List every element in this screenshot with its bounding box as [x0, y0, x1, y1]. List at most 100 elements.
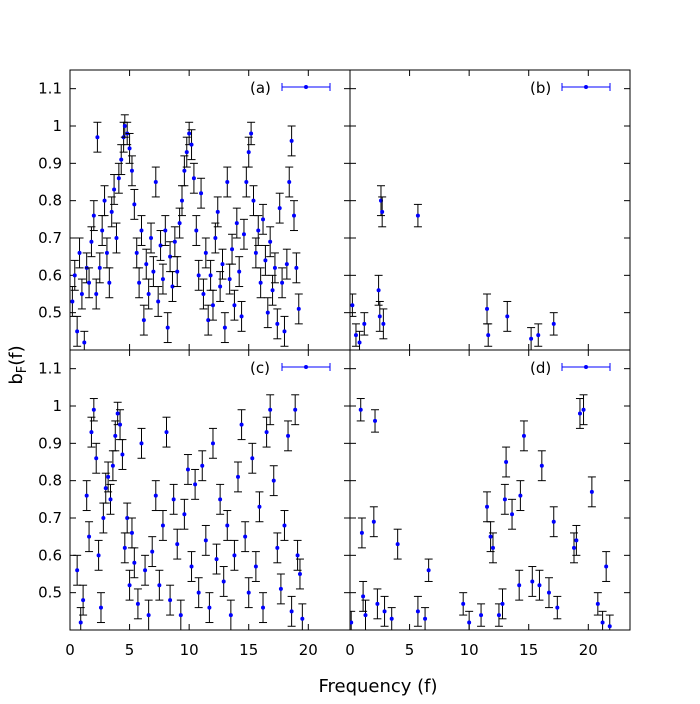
- data-point: [189, 142, 194, 147]
- data-point: [517, 583, 522, 588]
- panel-label-d: (d): [530, 359, 551, 377]
- data-point: [75, 329, 80, 334]
- panel-frame-c: [69, 349, 351, 631]
- data-point: [264, 430, 269, 435]
- data-point: [196, 590, 201, 595]
- data-point: [293, 407, 298, 412]
- data-point: [505, 314, 510, 319]
- data-point: [486, 333, 491, 338]
- y-axis-label: bF(f): [6, 345, 30, 384]
- data-point: [529, 336, 534, 341]
- data-point: [239, 422, 244, 427]
- data-point: [261, 605, 266, 610]
- panel-frame-b: [349, 69, 631, 351]
- series-b: [350, 185, 558, 350]
- data-point: [143, 568, 148, 573]
- data-point: [182, 168, 187, 173]
- data-point: [551, 321, 556, 326]
- data-point: [250, 456, 255, 461]
- data-point: [574, 538, 579, 543]
- data-point: [246, 150, 251, 155]
- data-point: [87, 280, 92, 285]
- data-point: [551, 519, 556, 524]
- data-point: [210, 303, 215, 308]
- data-point: [171, 497, 176, 502]
- data-point: [127, 583, 132, 588]
- data-point: [122, 545, 127, 550]
- data-point: [536, 333, 541, 338]
- data-point: [184, 150, 189, 155]
- data-point: [479, 613, 484, 618]
- data-point: [257, 504, 262, 509]
- data-point: [500, 601, 505, 606]
- data-point: [84, 493, 89, 498]
- data-point: [146, 613, 151, 618]
- data-point: [75, 568, 80, 573]
- data-point: [150, 549, 155, 554]
- data-point: [375, 601, 380, 606]
- data-point: [300, 616, 305, 621]
- x-tick-label: 10: [180, 641, 199, 659]
- data-point: [100, 228, 105, 233]
- data-point: [221, 579, 226, 584]
- data-point: [261, 217, 266, 222]
- data-point: [122, 124, 127, 128]
- data-point: [537, 583, 542, 588]
- data-point: [289, 609, 294, 614]
- data-point: [239, 314, 244, 319]
- data-point: [175, 269, 180, 274]
- data-point: [589, 489, 594, 494]
- data-point: [278, 586, 283, 591]
- panel-a: 0.5 0.6 0.7 0.8 0.9 1 1.1 (a): [38, 69, 351, 351]
- data-point: [530, 579, 535, 584]
- data-point: [120, 452, 125, 457]
- data-point: [94, 456, 99, 461]
- data-point: [415, 213, 420, 218]
- data-point: [157, 583, 162, 588]
- y-tick-label: 0.7: [38, 509, 62, 527]
- data-point: [153, 493, 158, 498]
- data-point: [178, 613, 183, 618]
- data-point: [213, 236, 218, 240]
- data-point: [206, 318, 211, 323]
- y-tick-label: 1: [52, 117, 62, 135]
- data-point: [87, 534, 92, 539]
- data-point: [156, 299, 161, 304]
- data-point: [244, 180, 249, 184]
- data-point: [230, 247, 235, 252]
- data-point: [160, 523, 165, 528]
- data-point: [510, 512, 515, 517]
- x-tick-label: 5: [125, 641, 135, 659]
- data-point: [170, 284, 175, 289]
- data-point: [504, 460, 509, 464]
- data-point: [232, 303, 237, 308]
- data-point: [272, 265, 277, 270]
- data-point: [103, 486, 108, 491]
- data-point: [199, 191, 204, 196]
- data-point: [376, 288, 381, 293]
- data-point: [146, 292, 151, 296]
- data-point: [241, 232, 246, 237]
- data-point: [193, 482, 198, 487]
- data-point: [572, 545, 576, 550]
- y-tick-label: 0.6: [38, 266, 62, 284]
- data-point: [577, 411, 582, 416]
- data-point: [151, 269, 156, 274]
- data-point: [251, 198, 256, 203]
- data-point: [106, 474, 111, 479]
- data-point: [160, 277, 165, 282]
- data-point: [249, 131, 254, 136]
- y-tick-label: 1: [52, 397, 62, 415]
- data-point: [595, 601, 600, 606]
- data-point: [237, 269, 242, 274]
- data-point: [604, 564, 609, 569]
- data-point: [415, 609, 420, 614]
- data-point: [297, 572, 302, 576]
- data-point: [246, 590, 251, 595]
- data-point: [135, 601, 140, 606]
- data-point: [132, 560, 137, 565]
- data-point: [72, 273, 77, 278]
- data-point: [268, 407, 273, 412]
- data-point: [116, 176, 121, 181]
